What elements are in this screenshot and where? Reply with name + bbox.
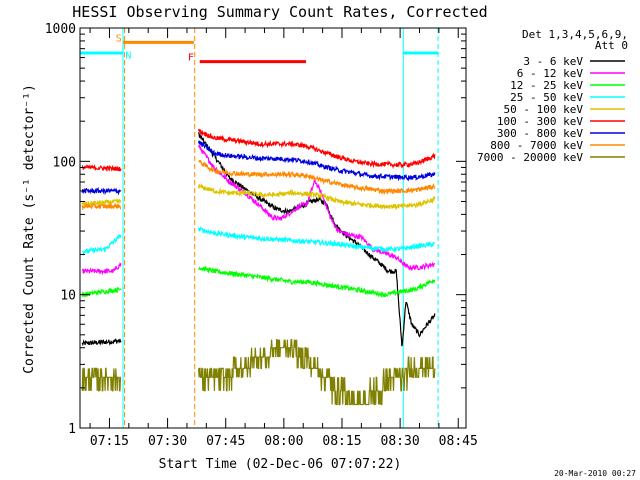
- x-tick-label-6: 08:45: [439, 434, 478, 449]
- series-line-8: [81, 339, 436, 406]
- y-tick-label-1: 10: [60, 289, 76, 304]
- legend-label-2: 12 - 25 keV: [510, 79, 583, 92]
- axes: 07:15 07:30 07:45 08:00 08:15 08:30 08:45 1 10 10…: [45, 22, 478, 449]
- y-tick-label-2: 100: [53, 155, 76, 170]
- x-tick-label-5: 08:30: [381, 434, 420, 449]
- plot-area: SN F: [79, 28, 439, 428]
- x-tick-label-1: 07:30: [148, 434, 187, 449]
- series-line-4: [81, 183, 436, 211]
- timestamp-label: 20-Mar-2010 00:27: [554, 469, 636, 478]
- legend-label-4: 50 - 100 keV: [504, 103, 584, 116]
- legend-label-8: 7000 - 20000 keV: [477, 151, 583, 164]
- series-line-1: [82, 143, 436, 276]
- series-line-6: [81, 140, 436, 196]
- legend-label-1: 6 - 12 keV: [517, 67, 584, 80]
- marker-label-0: S: [116, 34, 122, 45]
- series-line-0: [81, 132, 436, 347]
- x-tick-label-4: 08:15: [322, 434, 361, 449]
- chart-title: HESSI Observing Summary Count Rates, Cor…: [72, 3, 487, 21]
- y-tick-label-0: 1: [68, 422, 76, 437]
- legend-label-7: 800 - 7000 keV: [490, 139, 583, 152]
- legend-label-5: 100 - 300 keV: [497, 115, 583, 128]
- series-line-3: [82, 225, 436, 256]
- x-tick-label-2: 07:45: [206, 434, 245, 449]
- series-line-7: [81, 160, 436, 211]
- marker-label-2: F: [188, 53, 194, 64]
- series-line-5: [81, 128, 436, 172]
- x-tick-label-3: 08:00: [264, 434, 303, 449]
- marker-label-1: N: [125, 51, 131, 62]
- x-tick-label-0: 07:15: [90, 434, 129, 449]
- legend-label-6: 300 - 800 keV: [497, 127, 583, 140]
- legend-header-1: Att 0: [595, 39, 628, 52]
- series-line-2: [81, 265, 436, 298]
- legend-header-0: Det 1,3,4,5,6,9,: [522, 28, 628, 41]
- legend-label-3: 25 - 50 keV: [510, 91, 583, 104]
- x-axis-label: Start Time (02-Dec-06 07:07:22): [159, 457, 402, 472]
- plot-frame: [79, 27, 467, 429]
- y-tick-label-3: 1000: [45, 22, 76, 37]
- y-axis-label: Corrected Count Rate (s⁻¹ detector⁻¹): [22, 84, 37, 374]
- legend-label-0: 3 - 6 keV: [523, 55, 583, 68]
